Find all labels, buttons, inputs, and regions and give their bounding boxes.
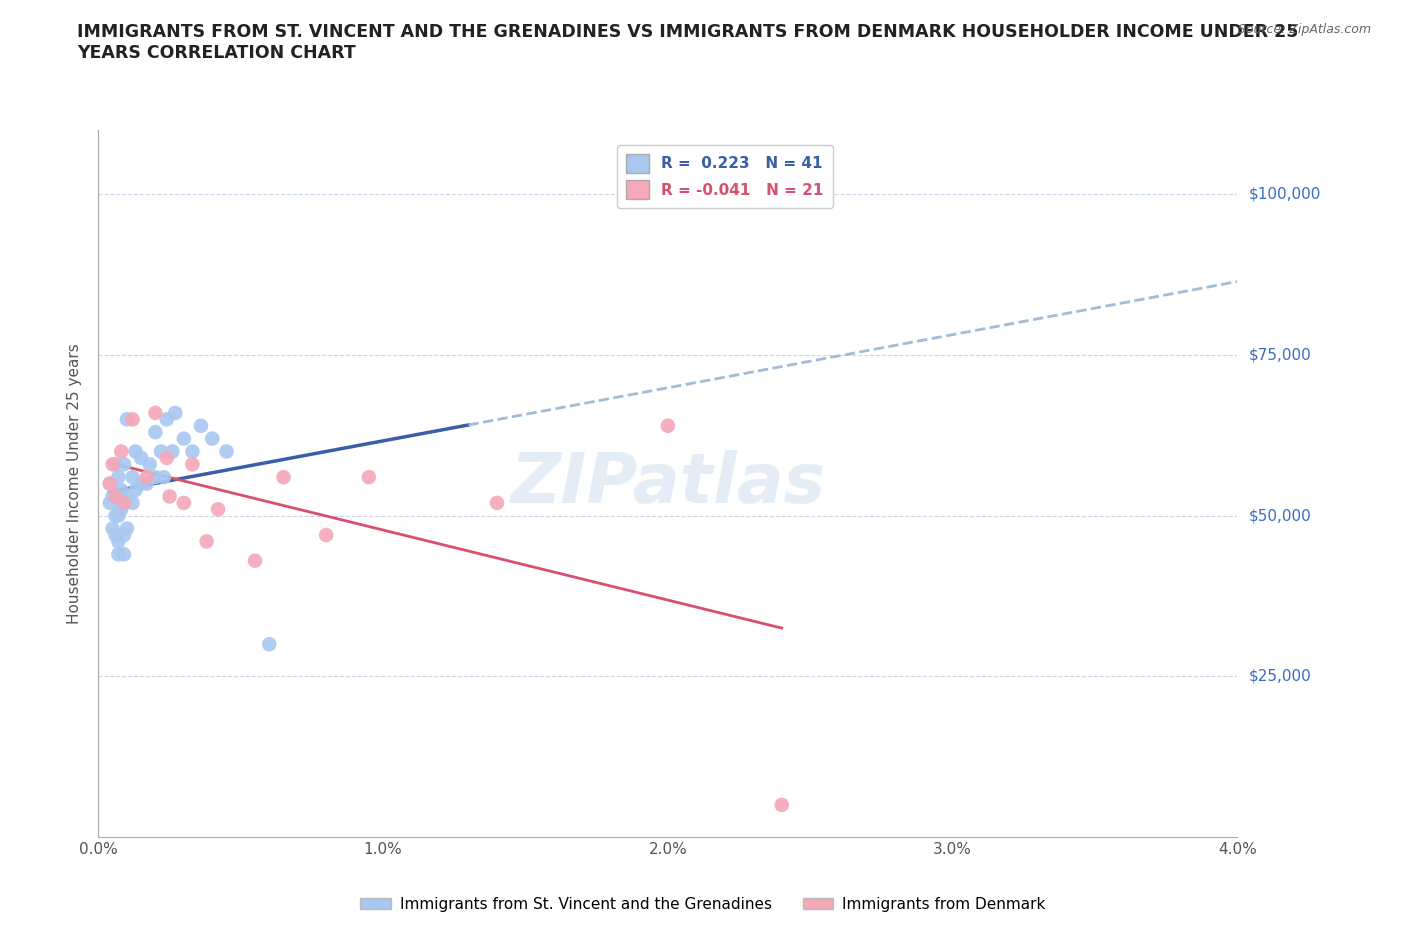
- Point: [110, 502, 132, 517]
- Point: [104, 489, 127, 504]
- Point: [98, 496, 121, 511]
- Point: [124, 483, 146, 498]
- Point: [195, 534, 218, 549]
- Point: [107, 534, 129, 549]
- Point: [112, 496, 135, 511]
- Point: [181, 457, 204, 472]
- Point: [156, 412, 179, 427]
- Point: [162, 444, 184, 458]
- Point: [112, 496, 135, 511]
- Point: [98, 476, 121, 491]
- Point: [173, 496, 195, 511]
- Point: [121, 412, 143, 427]
- Point: [156, 450, 179, 465]
- Point: [98, 476, 121, 491]
- Point: [121, 470, 143, 485]
- Text: $100,000: $100,000: [1249, 187, 1320, 202]
- Text: $75,000: $75,000: [1249, 348, 1312, 363]
- Point: [190, 418, 212, 433]
- Y-axis label: Householder Income Under 25 years: Householder Income Under 25 years: [67, 343, 83, 624]
- Point: [112, 457, 135, 472]
- Point: [145, 425, 167, 440]
- Point: [115, 489, 138, 504]
- Point: [112, 547, 135, 562]
- Point: [107, 470, 129, 485]
- Point: [129, 450, 152, 465]
- Point: [315, 527, 337, 542]
- Point: [259, 637, 281, 652]
- Text: IMMIGRANTS FROM ST. VINCENT AND THE GRENADINES VS IMMIGRANTS FROM DENMARK HOUSEH: IMMIGRANTS FROM ST. VINCENT AND THE GREN…: [77, 23, 1299, 62]
- Point: [110, 483, 132, 498]
- Text: ZIPatlas: ZIPatlas: [510, 450, 825, 517]
- Point: [115, 521, 138, 536]
- Point: [101, 521, 124, 536]
- Point: [107, 547, 129, 562]
- Point: [357, 470, 380, 485]
- Point: [215, 444, 238, 458]
- Legend: R =  0.223   N = 41, R = -0.041   N = 21: R = 0.223 N = 41, R = -0.041 N = 21: [617, 145, 832, 208]
- Point: [121, 496, 143, 511]
- Point: [110, 444, 132, 458]
- Point: [770, 797, 793, 812]
- Point: [115, 412, 138, 427]
- Point: [486, 496, 509, 511]
- Point: [145, 470, 167, 485]
- Point: [104, 527, 127, 542]
- Point: [101, 457, 124, 472]
- Point: [243, 553, 266, 568]
- Point: [101, 489, 124, 504]
- Point: [135, 470, 157, 485]
- Legend: Immigrants from St. Vincent and the Grenadines, Immigrants from Denmark: Immigrants from St. Vincent and the Gren…: [354, 891, 1052, 918]
- Point: [181, 444, 204, 458]
- Point: [104, 457, 127, 472]
- Point: [657, 418, 679, 433]
- Point: [104, 509, 127, 524]
- Point: [207, 502, 229, 517]
- Point: [201, 432, 224, 446]
- Point: [159, 489, 181, 504]
- Point: [138, 457, 160, 472]
- Point: [135, 476, 157, 491]
- Point: [124, 444, 146, 458]
- Point: [150, 444, 173, 458]
- Text: $25,000: $25,000: [1249, 669, 1312, 684]
- Point: [107, 509, 129, 524]
- Point: [145, 405, 167, 420]
- Point: [129, 476, 152, 491]
- Point: [273, 470, 295, 485]
- Point: [165, 405, 187, 420]
- Point: [173, 432, 195, 446]
- Point: [112, 527, 135, 542]
- Text: $50,000: $50,000: [1249, 508, 1312, 524]
- Text: Source: ZipAtlas.com: Source: ZipAtlas.com: [1237, 23, 1371, 36]
- Point: [153, 470, 176, 485]
